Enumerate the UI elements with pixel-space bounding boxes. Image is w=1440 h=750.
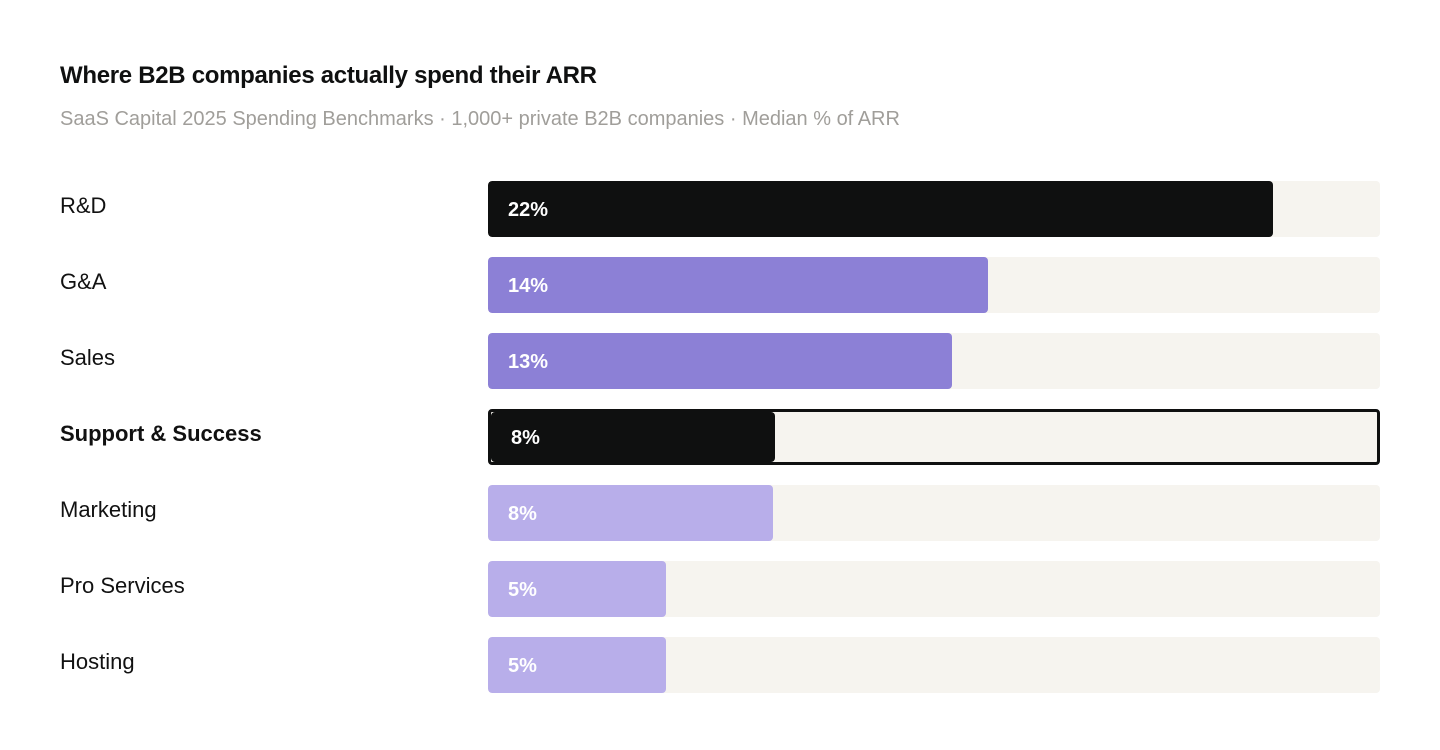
bar-row: Sales 13% <box>60 333 1380 389</box>
value-label: 13% <box>508 351 549 373</box>
category-label: Sales <box>60 345 116 370</box>
bar-row: Support & Success 8% <box>60 409 1380 465</box>
bar-track: 8% <box>488 409 1380 465</box>
category-label: Marketing <box>60 497 157 522</box>
category-label: R&D <box>60 193 107 218</box>
bar <box>488 637 667 693</box>
category-label: Hosting <box>60 649 135 674</box>
chart-title: Where B2B companies actually spend their… <box>60 62 597 89</box>
value-label: 5% <box>508 579 537 601</box>
value-label: 14% <box>508 275 549 297</box>
value-label: 5% <box>508 655 537 677</box>
bar-track: 22% <box>488 181 1380 237</box>
bar-track: 14% <box>488 257 1380 313</box>
bar-row: G&A 14% <box>60 257 1380 313</box>
chart-subtitle: SaaS Capital 2025 Spending Benchmarks · … <box>60 108 900 130</box>
bar <box>488 257 988 313</box>
bar <box>491 412 775 462</box>
bar-chart: R&D 22% G&A 14% Sales 13% Support & Success 8% M… <box>60 181 1380 693</box>
bar-track: 5% <box>488 561 1380 617</box>
category-label: Support & Success <box>60 421 262 446</box>
bar-row: Marketing 8% <box>60 485 1380 541</box>
bar <box>488 561 667 617</box>
bar <box>488 485 774 541</box>
category-label: G&A <box>60 269 107 294</box>
bar-track: 5% <box>488 637 1380 693</box>
value-label: 22% <box>508 199 549 221</box>
bar-row: Pro Services 5% <box>60 561 1380 617</box>
category-label: Pro Services <box>60 573 185 598</box>
bar-row: Hosting 5% <box>60 637 1380 693</box>
bar-track: 13% <box>488 333 1380 389</box>
bar-track: 8% <box>488 485 1380 541</box>
value-label: 8% <box>511 427 540 449</box>
bar <box>488 181 1273 237</box>
bar-row: R&D 22% <box>60 181 1380 237</box>
value-label: 8% <box>508 503 537 525</box>
bar <box>488 333 952 389</box>
